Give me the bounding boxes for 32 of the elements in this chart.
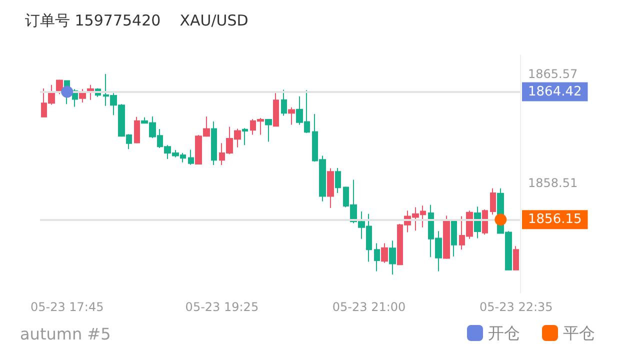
candlestick bbox=[134, 116, 140, 144]
candlestick bbox=[335, 167, 341, 194]
candlestick bbox=[374, 242, 380, 272]
candlestick bbox=[273, 92, 279, 127]
y-tick-label: 1858.51 bbox=[528, 176, 578, 190]
candlestick bbox=[211, 120, 217, 166]
x-tick-label: 05-23 19:25 bbox=[185, 300, 259, 314]
candlestick bbox=[389, 240, 396, 275]
candlestick bbox=[56, 79, 63, 95]
candlestick bbox=[242, 128, 248, 146]
candlestick bbox=[443, 215, 450, 260]
candlestick bbox=[288, 106, 295, 126]
legend-label: 平仓 bbox=[563, 324, 595, 342]
candlestick bbox=[281, 89, 287, 116]
candlestick bbox=[381, 242, 388, 264]
candlestick bbox=[188, 149, 194, 166]
y-tick-label: 1865.57 bbox=[528, 67, 578, 82]
ref-line-label: 1864.42 bbox=[528, 84, 582, 100]
candlestick bbox=[482, 209, 488, 236]
candlestick bbox=[265, 118, 272, 142]
candlestick bbox=[451, 220, 457, 258]
x-tick-label: 05-23 17:45 bbox=[30, 300, 104, 314]
x-tick-label: 05-23 22:35 bbox=[479, 300, 553, 314]
legend-label: 开仓 bbox=[488, 324, 520, 342]
text: autumn #5 bbox=[20, 324, 111, 344]
candlestick bbox=[327, 168, 334, 208]
chart-title: 订单号 159775420 XAU/USD bbox=[25, 12, 248, 30]
candlestick bbox=[513, 246, 519, 270]
ref-line-label: 1856.15 bbox=[528, 212, 582, 228]
candlestick bbox=[490, 188, 496, 216]
x-tick-label: 05-23 21:00 bbox=[332, 300, 406, 314]
candlestick bbox=[79, 88, 86, 103]
